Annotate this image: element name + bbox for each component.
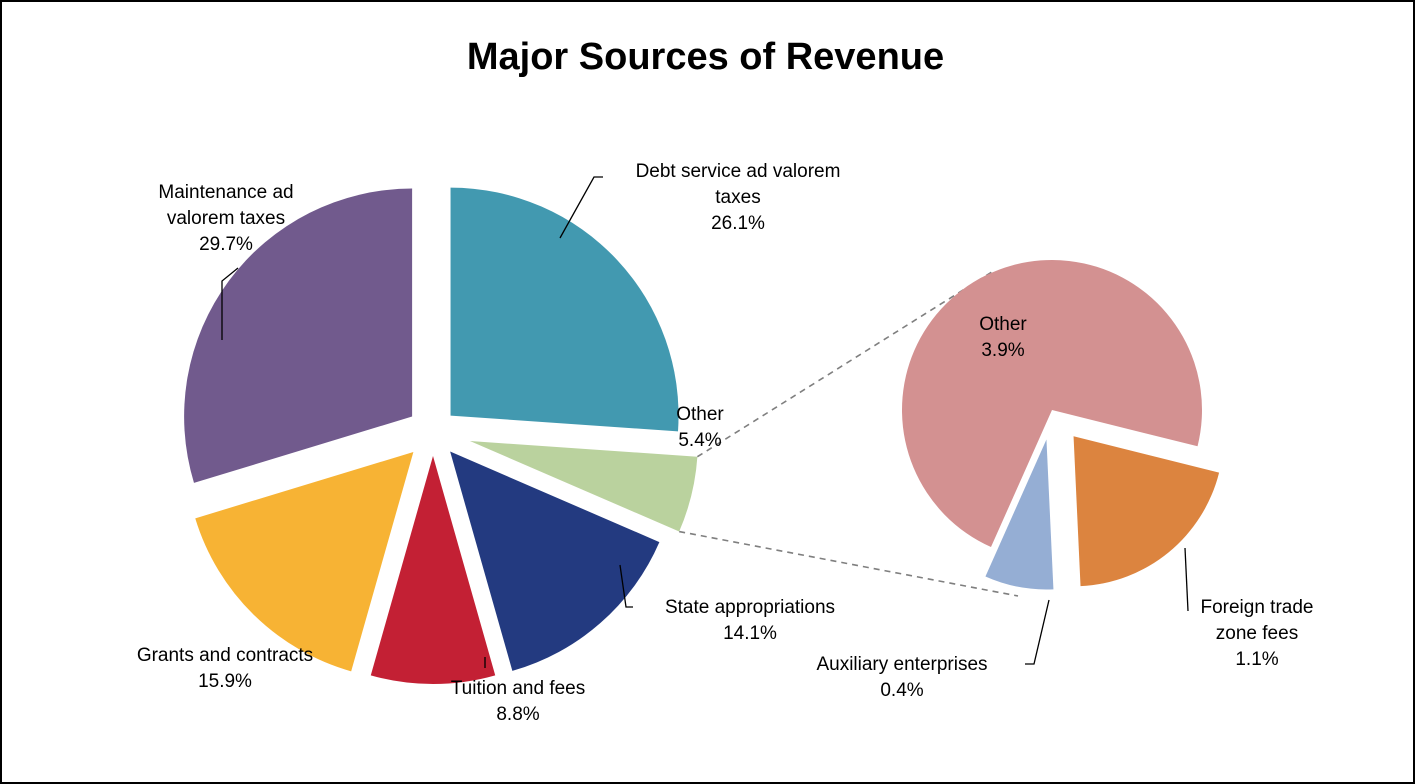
pie-slice-tuition-and-fees [370,456,496,684]
pie-slice-grants-and-contracts [195,451,414,672]
data-label-maintenance: Maintenance ad valorem taxes 29.7% [158,182,293,255]
breakout-slice-auxiliary-enterprises [985,439,1054,590]
breakout-slice-other [901,259,1202,548]
connector-bottom [679,530,1019,597]
leader-debt-service [559,176,603,239]
breakout-connectors [679,269,1019,597]
leader-auxiliary [1025,599,1050,665]
data-label-debt-service: Debt service ad valorem taxes 26.1% [636,161,841,234]
leader-state-appropriations [619,564,633,608]
leader-maintenance [221,267,239,340]
data-label-grants-contracts: Grants and contracts 15.9% [137,645,313,692]
leader-foreign-trade [1184,547,1189,612]
data-label-foreign-trade: Foreign trade zone fees 1.1% [1200,597,1313,670]
data-labels: Debt service ad valorem taxes 26.1% Other 5.… [137,161,1314,725]
data-label-tuition-fees: Tuition and fees 8.8% [451,678,586,725]
data-label-other: Other 5.4% [676,404,724,451]
breakout-pie [901,259,1220,590]
chart-title: Major Sources of Revenue [466,36,945,78]
pie-slice-other [469,440,698,532]
data-label-auxiliary: Auxiliary enterprises 0.4% [816,654,987,701]
pie-slice-debt-service-ad-valorem-taxes [450,187,679,432]
data-label-breakout-other: Other 3.9% [979,314,1027,361]
main-pie [184,187,698,684]
connector-top [696,269,996,458]
breakout-slice-foreign-trade-zone-fees [1073,436,1220,587]
pie-slice-state-appropriations [450,451,660,671]
data-label-state-appropriations: State appropriations 14.1% [665,597,835,644]
leader-lines [221,176,1189,668]
pie-slice-maintenance-ad-valorem-taxes [184,188,413,483]
